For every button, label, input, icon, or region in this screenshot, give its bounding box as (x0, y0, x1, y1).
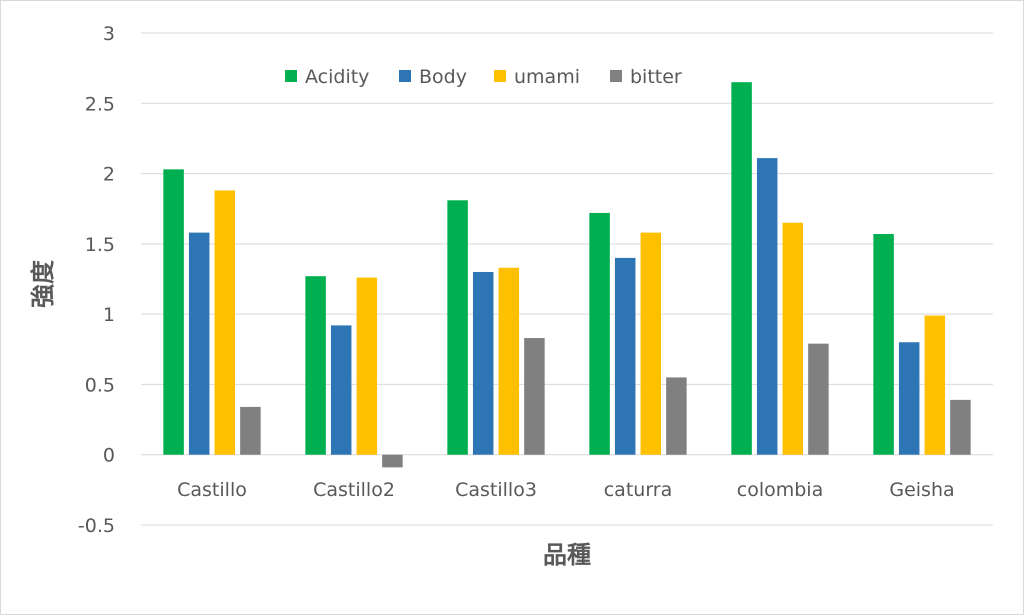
gridlines (141, 32, 993, 526)
x-axis-categories: Castillo Castillo2 Castillo3 caturra colombi… (177, 479, 955, 501)
x-category-label: caturra (604, 479, 673, 501)
bar-acidity-castillo2 (305, 276, 326, 455)
bar-body-castillo3 (472, 271, 494, 455)
x-category-label: Castillo3 (455, 479, 537, 501)
x-category-label: Castillo (177, 479, 247, 501)
bar-bitter-geisha (950, 399, 971, 455)
bar-umami-castillo (214, 190, 236, 455)
x-axis-title: 品種 (543, 541, 591, 569)
y-tick-label: 2.5 (85, 93, 115, 115)
bar-body-geisha (898, 342, 920, 455)
bar-bitter-colombia (808, 343, 829, 455)
y-tick-label: 0 (103, 445, 115, 467)
y-tick-label: 0.5 (85, 374, 115, 396)
bar-acidity-castillo3 (447, 200, 468, 455)
bar-acidity-castillo (163, 169, 184, 455)
y-tick-label: 1.5 (85, 234, 115, 256)
bar-body-colombia (756, 158, 778, 455)
bar-bitter-castillo2 (382, 454, 403, 468)
legend-swatch-acidity (285, 70, 297, 82)
x-category-label: Castillo2 (313, 479, 395, 501)
bar-acidity-geisha (873, 234, 894, 455)
bar-bitter-caturra (666, 377, 687, 455)
x-category-label: Geisha (889, 479, 954, 501)
bar-acidity-colombia (731, 82, 752, 455)
bar-body-caturra (614, 257, 636, 455)
bar-bitter-castillo3 (524, 338, 545, 455)
legend-swatch-bitter (610, 70, 622, 82)
bar-acidity-caturra (589, 212, 610, 455)
bar-bitter-castillo (240, 406, 261, 455)
bar-umami-caturra (640, 232, 662, 455)
legend-swatch-body (399, 70, 411, 82)
y-axis-title: 強度 (29, 259, 57, 308)
bars (163, 82, 971, 468)
y-tick-label: 1 (103, 304, 115, 326)
legend: Acidity Body umami bitter (285, 66, 682, 88)
legend-label-acidity: Acidity (305, 66, 369, 88)
legend-swatch-umami (494, 70, 506, 82)
bar-umami-castillo3 (498, 267, 520, 455)
bar-umami-geisha (924, 315, 946, 455)
bar-umami-castillo2 (356, 277, 378, 455)
x-category-label: colombia (737, 479, 823, 501)
bar-body-castillo (188, 232, 210, 455)
y-tick-label: 3 (103, 23, 115, 45)
legend-label-umami: umami (514, 66, 580, 88)
legend-label-body: Body (419, 66, 467, 88)
legend-label-bitter: bitter (630, 66, 682, 88)
y-tick-label: -0.5 (78, 515, 115, 537)
y-tick-label: 2 (103, 164, 115, 186)
bar-body-castillo2 (330, 325, 352, 455)
y-axis-ticks: -0.5 0 0.5 1 1.5 2 2.5 3 (78, 23, 115, 537)
bar-umami-colombia (782, 222, 804, 455)
